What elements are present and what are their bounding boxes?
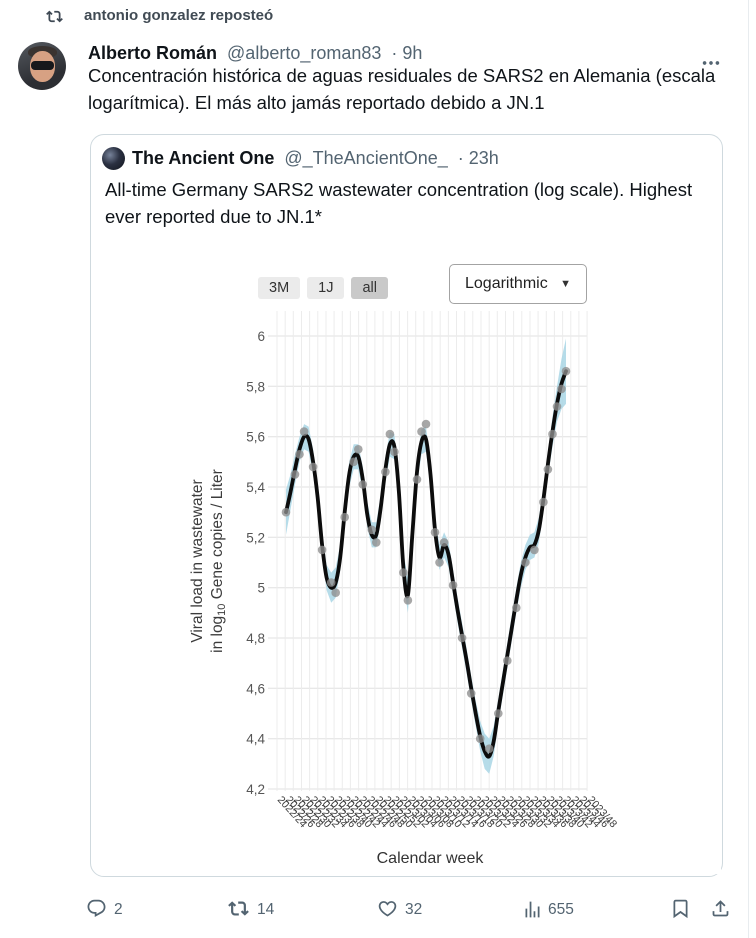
svg-text:Calendar week: Calendar week bbox=[377, 850, 485, 867]
scale-dropdown-value: Logarithmic bbox=[465, 275, 548, 292]
svg-text:4,8: 4,8 bbox=[246, 631, 265, 646]
column-border bbox=[748, 0, 749, 938]
range-button-3m[interactable]: 3M bbox=[258, 277, 301, 299]
views-count[interactable]: 655 bbox=[548, 901, 574, 918]
author-row: Alberto Román @alberto_roman83 · 9h bbox=[88, 43, 688, 64]
svg-text:6: 6 bbox=[257, 329, 265, 344]
svg-text:5: 5 bbox=[257, 581, 265, 596]
scale-dropdown[interactable]: Logarithmic ▼ bbox=[449, 264, 587, 304]
svg-text:5,4: 5,4 bbox=[246, 480, 265, 495]
quoted-author-name[interactable]: The Ancient One bbox=[132, 148, 275, 168]
like-count[interactable]: 32 bbox=[405, 901, 423, 918]
quoted-tweet-card[interactable]: The Ancient One @_TheAncientOne_ · 23h A… bbox=[90, 134, 723, 877]
views-icon[interactable] bbox=[522, 899, 543, 920]
tweet-text: Concentración histórica de aguas residua… bbox=[88, 65, 716, 113]
svg-text:4,2: 4,2 bbox=[246, 782, 265, 797]
range-button-1y[interactable]: 1J bbox=[307, 277, 345, 299]
quoted-tweet-text: All-time Germany SARS2 wastewater concen… bbox=[105, 179, 693, 227]
wastewater-chart: 65,85,65,45,254,84,64,44,22022/242022/26… bbox=[189, 311, 619, 867]
reply-count[interactable]: 2 bbox=[114, 901, 123, 918]
tweet-timestamp[interactable]: · 9h bbox=[391, 43, 423, 63]
range-button-all[interactable]: all bbox=[351, 277, 388, 299]
avatar[interactable] bbox=[18, 42, 66, 90]
repost-context-icon bbox=[46, 10, 63, 23]
repost-icon[interactable] bbox=[228, 898, 249, 919]
repost-context-text[interactable]: antonio gonzalez reposteó bbox=[84, 7, 274, 24]
bookmark-icon[interactable] bbox=[670, 898, 691, 919]
quoted-author-row: The Ancient One @_TheAncientOne_ · 23h bbox=[132, 148, 692, 169]
quoted-timestamp[interactable]: · 23h bbox=[457, 148, 499, 168]
svg-text:5,6: 5,6 bbox=[246, 430, 265, 445]
svg-text:in log10 Gene copies / Liter: in log10 Gene copies / Liter bbox=[209, 469, 228, 653]
svg-text:4,4: 4,4 bbox=[246, 732, 265, 747]
chevron-down-icon: ▼ bbox=[560, 278, 571, 290]
range-button-group: 3M 1J all bbox=[258, 277, 388, 299]
sunglasses-detail bbox=[31, 61, 54, 70]
quoted-avatar[interactable] bbox=[102, 147, 125, 170]
svg-text:5,8: 5,8 bbox=[246, 379, 265, 394]
wastewater-chart-container: 6 5,8 5,6 5,4 5,2 5 4,8 4,6 4,4 4,2 2022/24 2022/26… bbox=[105, 251, 721, 874]
svg-text:5,2: 5,2 bbox=[246, 530, 265, 545]
svg-text:4,6: 4,6 bbox=[246, 681, 265, 696]
quoted-author-handle[interactable]: @_TheAncientOne_ bbox=[284, 148, 448, 168]
author-handle[interactable]: @alberto_roman83 bbox=[227, 43, 382, 63]
like-icon[interactable] bbox=[377, 898, 398, 919]
more-options-icon[interactable] bbox=[700, 52, 722, 74]
svg-text:Viral load in wastewater: Viral load in wastewater bbox=[189, 479, 206, 642]
repost-count[interactable]: 14 bbox=[257, 901, 275, 918]
share-icon[interactable] bbox=[710, 898, 731, 919]
author-name[interactable]: Alberto Román bbox=[88, 43, 218, 63]
reply-icon[interactable] bbox=[86, 898, 107, 919]
